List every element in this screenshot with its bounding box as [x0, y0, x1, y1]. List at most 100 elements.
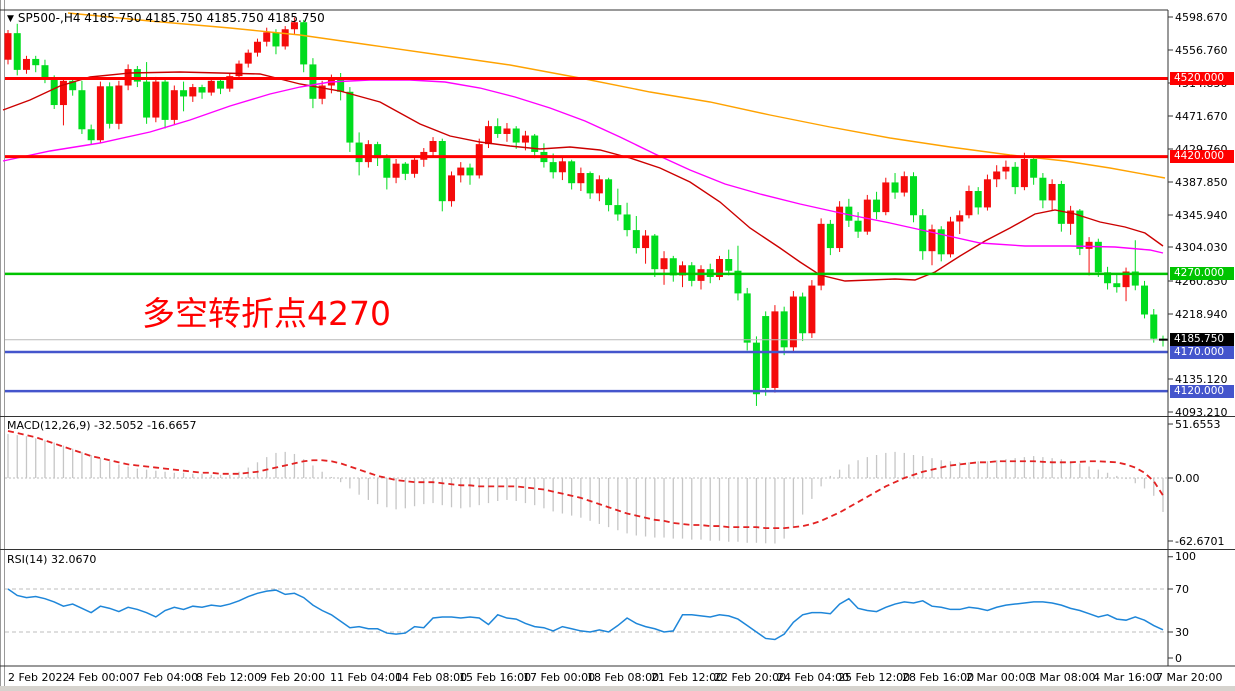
candle-body — [1085, 241, 1093, 249]
candle-body — [180, 90, 188, 97]
candle-body — [374, 144, 382, 159]
candle-body — [1076, 210, 1084, 249]
candle-body — [300, 22, 308, 65]
candle-body — [429, 141, 437, 152]
candle-body — [253, 41, 261, 53]
candle-body — [59, 80, 67, 106]
candle-body — [928, 229, 936, 252]
price-axis-label: 4093.210 — [1175, 405, 1228, 419]
candle-body — [87, 129, 95, 141]
candle-body — [503, 128, 511, 134]
time-axis-label: 18 Feb 08:00 — [587, 671, 660, 684]
candle-body — [817, 223, 825, 286]
candle-body — [882, 182, 890, 213]
candle-body — [642, 235, 650, 249]
chevron-down-icon[interactable]: ▼ — [7, 14, 14, 24]
candle-body — [364, 144, 372, 163]
candle-body — [290, 22, 298, 30]
ma-slow-orange — [67, 12, 1166, 179]
candle-body — [438, 141, 446, 202]
candle-body — [1039, 177, 1047, 201]
price-axis-label: 4471.670 — [1175, 109, 1228, 123]
candle-body — [466, 167, 474, 176]
candle-body — [392, 163, 400, 178]
price-axis-label: 4598.670 — [1175, 10, 1228, 24]
chart-title-text: SP500-,H4 4185.750 4185.750 4185.750 418… — [17, 11, 325, 25]
candle-body — [272, 32, 280, 47]
candle-body — [669, 258, 677, 276]
candle-body — [826, 223, 834, 249]
candle-body — [900, 176, 908, 193]
candle-body — [521, 135, 529, 143]
candle-body — [106, 86, 114, 124]
candle-body — [318, 85, 326, 99]
candle-body — [919, 215, 927, 252]
candle-body — [69, 80, 77, 91]
macd-indicator-label: MACD(12,26,9) -32.5052 -16.6657 — [7, 419, 197, 432]
ma-fast-darkred — [2, 71, 1164, 282]
annotation-text[interactable]: 多空转折点4270 — [142, 294, 391, 333]
rsi-line — [7, 588, 1164, 641]
candle-body — [512, 128, 520, 143]
time-axis-label: 14 Feb 08:00 — [395, 671, 468, 684]
candle-body — [226, 76, 234, 89]
candle-body — [41, 65, 49, 78]
candle-body — [475, 144, 483, 176]
candle-body — [983, 179, 991, 208]
candle-body — [771, 311, 779, 388]
candle-body — [725, 259, 733, 271]
candle-body — [845, 206, 853, 221]
candle-body — [309, 64, 317, 99]
candle-body — [217, 80, 225, 89]
price-axis-label: 4387.850 — [1175, 175, 1228, 189]
candle-body — [448, 175, 456, 202]
candle-body — [568, 161, 576, 184]
candle-body — [383, 158, 391, 178]
candle-body — [22, 58, 30, 70]
candle-body — [974, 191, 982, 208]
time-axis-label: 8 Feb 12:00 — [196, 671, 262, 684]
candle-body — [1048, 183, 1056, 201]
candle-body — [1104, 272, 1112, 284]
candle-body — [1094, 241, 1102, 273]
time-axis-label: 2 Mar 00:00 — [966, 671, 1033, 684]
candle-body — [198, 87, 206, 93]
candle-body — [808, 285, 816, 334]
candle-body — [4, 33, 12, 60]
candle-body — [789, 296, 797, 348]
candle-body — [401, 163, 409, 174]
candle-body — [651, 235, 659, 270]
time-axis-label: 24 Feb 04:00 — [777, 671, 850, 684]
candle-body — [863, 199, 871, 232]
macd-axis-label: 0.00 — [1175, 471, 1200, 485]
candle-body — [1020, 158, 1028, 188]
candle-body — [411, 159, 419, 174]
candle-body — [355, 142, 363, 163]
candle-body — [1030, 158, 1038, 178]
price-axis-label: 4345.940 — [1175, 208, 1228, 222]
price-axis-badge: 4170.000 — [1170, 345, 1234, 359]
candle-body — [1002, 166, 1010, 172]
candle-body — [263, 32, 271, 42]
candle-body — [78, 90, 86, 130]
time-axis-label: 4 Feb 00:00 — [68, 671, 134, 684]
candle-body — [632, 230, 640, 249]
candle-body — [170, 90, 178, 120]
rsi-indicator-label: RSI(14) 32.0670 — [7, 553, 97, 566]
time-axis-label: 11 Feb 04:00 — [330, 671, 403, 684]
candle-body — [752, 342, 760, 395]
candle-body — [1057, 183, 1065, 224]
candle-body — [660, 258, 668, 270]
candle-body — [910, 176, 918, 216]
candle-body — [623, 214, 631, 231]
candle-body — [614, 205, 622, 215]
macd-axis-label: -62.6701 — [1175, 534, 1225, 548]
candle-body — [956, 215, 964, 222]
rsi-axis-label: 70 — [1175, 582, 1189, 596]
time-axis-label: 22 Feb 20:00 — [714, 671, 787, 684]
candle-body — [1113, 283, 1121, 288]
candle-body — [235, 63, 243, 77]
candle-body — [143, 81, 151, 118]
price-axis-label: 4304.030 — [1175, 240, 1228, 254]
